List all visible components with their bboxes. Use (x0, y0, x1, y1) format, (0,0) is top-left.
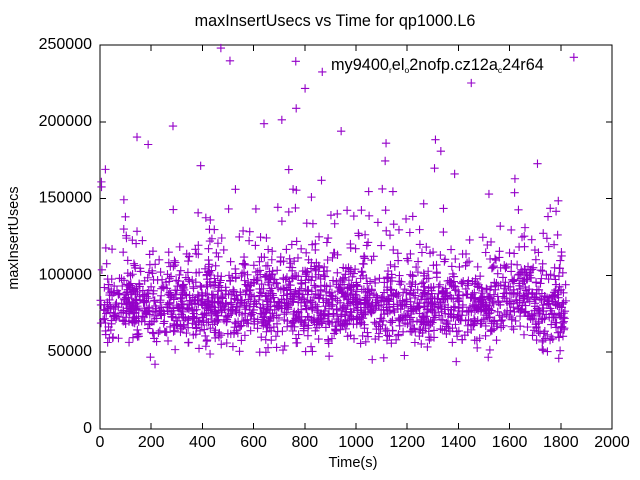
svg-text:200000: 200000 (39, 113, 92, 130)
svg-text:1200: 1200 (389, 434, 425, 451)
svg-text:200: 200 (138, 434, 165, 451)
svg-text:1000: 1000 (338, 434, 374, 451)
svg-text:250000: 250000 (39, 36, 92, 53)
svg-text:150000: 150000 (39, 190, 92, 207)
svg-text:1800: 1800 (543, 434, 579, 451)
svg-text:100000: 100000 (39, 266, 92, 283)
svg-text:0: 0 (96, 434, 105, 451)
svg-text:50000: 50000 (48, 343, 93, 360)
svg-text:2000: 2000 (594, 434, 630, 451)
svg-text:1400: 1400 (441, 434, 477, 451)
svg-text:0: 0 (83, 420, 92, 437)
svg-text:800: 800 (291, 434, 318, 451)
svg-text:600: 600 (240, 434, 267, 451)
svg-text:1600: 1600 (492, 434, 528, 451)
svg-text:400: 400 (189, 434, 216, 451)
